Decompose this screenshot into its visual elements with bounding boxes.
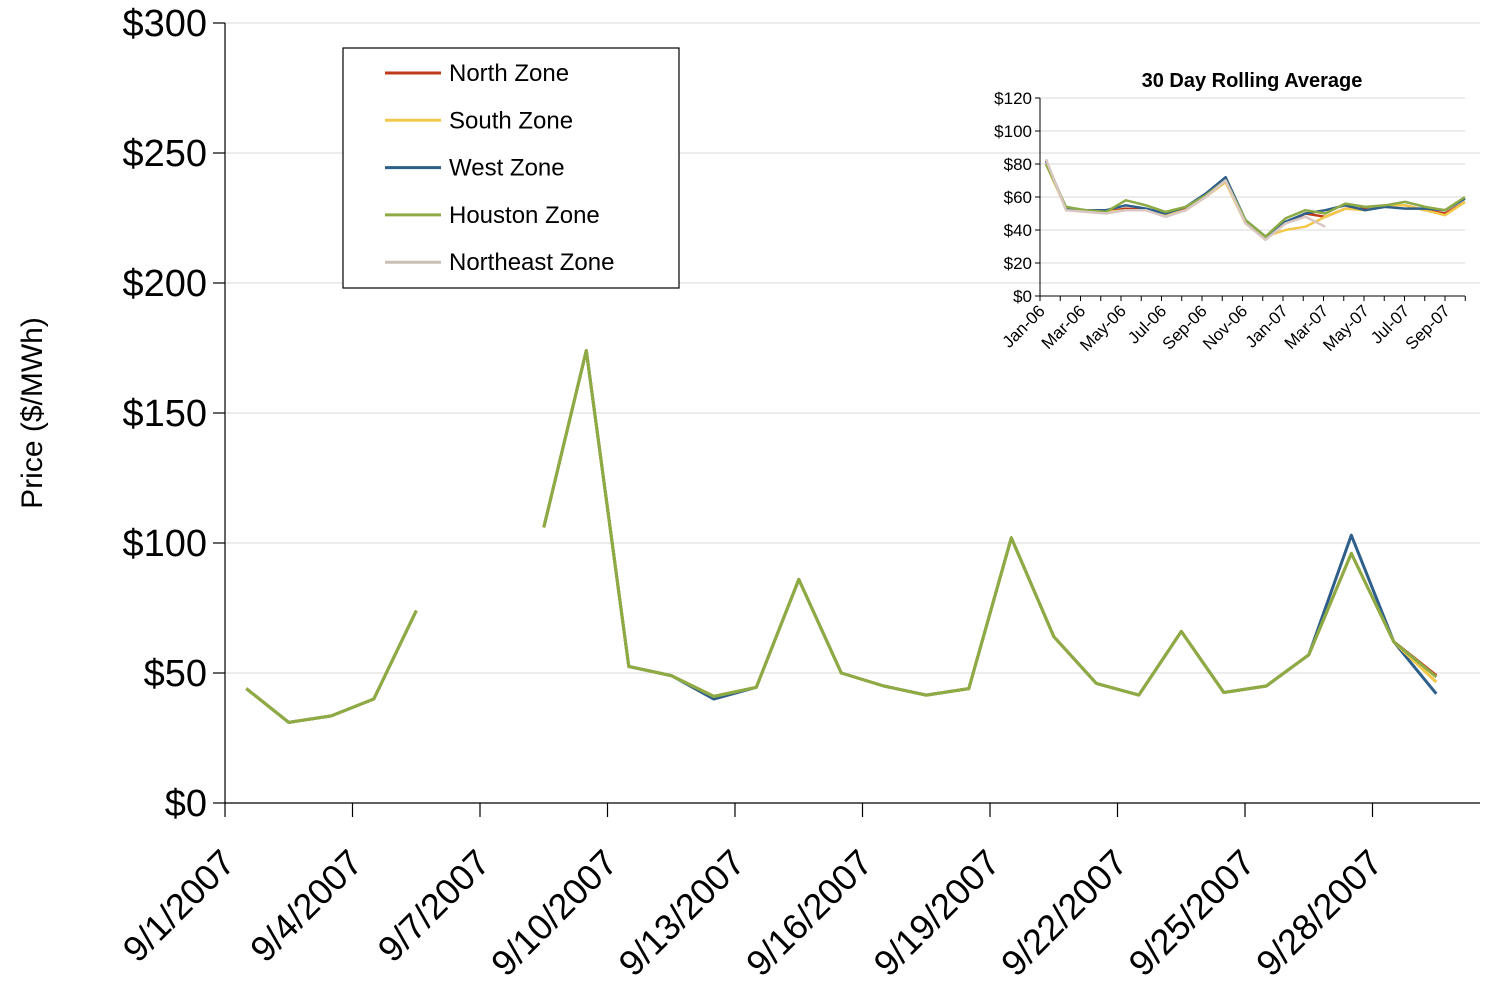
inset-x-tick-label: Sep-07 xyxy=(1402,301,1454,353)
inset-x-tick-label: May-06 xyxy=(1076,301,1130,355)
main-x-axis: 9/1/2007 9/4/2007 9/7/20079/10/20079/13/20… xyxy=(115,803,1390,984)
y-tick-label: $0 xyxy=(165,783,207,825)
y-axis-label: Price ($/MWh) xyxy=(16,317,49,509)
inset-y-axis: $0 $20 $40 $60 $80 $100 $120 xyxy=(994,89,1040,306)
inset-x-axis: Jan-06Mar-06May-06Jul-06Sep-06Nov-06Jan-… xyxy=(999,296,1466,355)
main-y-axis: $0 $50 $100 $150 $200 $250 $300 xyxy=(122,3,225,825)
inset-chart: 30 Day Rolling Average $0 $20 $40 $60 $80 $10… xyxy=(994,70,1466,355)
inset-x-tick-label: Nov-06 xyxy=(1199,301,1251,353)
series-line-northeast-zone xyxy=(245,349,1438,724)
inset-series-line-north-zone xyxy=(1044,160,1466,238)
legend-label-west-zone: West Zone xyxy=(449,155,565,182)
inset-y-tick-label: $40 xyxy=(1004,221,1032,240)
x-tick-label: 9/4/2007 xyxy=(242,842,370,970)
inset-series-line-northeast-zone xyxy=(1044,158,1326,242)
x-tick-label: 9/1/2007 xyxy=(115,842,243,970)
x-tick-label: 9/10/2007 xyxy=(483,842,625,984)
x-tick-label: 9/28/2007 xyxy=(1248,842,1390,984)
x-tick-label: 9/16/2007 xyxy=(738,842,880,984)
x-tick-label: 9/7/2007 xyxy=(370,842,498,970)
y-tick-label: $50 xyxy=(144,653,207,695)
main-axes xyxy=(224,23,1480,804)
inset-y-tick-label: $120 xyxy=(994,89,1032,108)
y-tick-label: $150 xyxy=(122,393,207,435)
x-tick-label: 9/22/2007 xyxy=(993,842,1135,984)
series-line-houston-zone xyxy=(245,349,1438,724)
legend-label-houston-zone: Houston Zone xyxy=(449,202,600,229)
inset-x-tick-label: Sep-06 xyxy=(1159,301,1211,353)
legend-label-northeast-zone: Northeast Zone xyxy=(449,249,614,276)
y-tick-label: $200 xyxy=(122,263,207,305)
y-tick-label: $250 xyxy=(122,133,207,175)
x-tick-label: 9/25/2007 xyxy=(1120,842,1262,984)
inset-series-line-houston-zone xyxy=(1044,163,1466,238)
legend-label-north-zone: North Zone xyxy=(449,60,569,87)
inset-series xyxy=(1044,158,1466,242)
x-tick-label: 9/19/2007 xyxy=(865,842,1007,984)
inset-y-tick-label: $100 xyxy=(994,122,1032,141)
inset-y-tick-label: $20 xyxy=(1004,254,1032,273)
legend: North Zone South Zone West Zone Houston Zon… xyxy=(342,47,680,289)
inset-x-tick-label: May-07 xyxy=(1319,301,1373,355)
inset-y-tick-label: $80 xyxy=(1004,155,1032,174)
inset-title: 30 Day Rolling Average xyxy=(1142,70,1363,92)
y-tick-label: $300 xyxy=(122,3,207,45)
series-line-west-zone xyxy=(245,349,1438,724)
main-series xyxy=(245,349,1438,724)
series-line-north-zone xyxy=(245,349,1438,724)
y-tick-label: $100 xyxy=(122,523,207,565)
x-tick-label: 9/13/2007 xyxy=(610,842,752,984)
inset-gridlines xyxy=(1040,97,1465,264)
inset-series-line-west-zone xyxy=(1044,160,1466,238)
inset-axes xyxy=(1039,98,1465,297)
inset-y-tick-label: $0 xyxy=(1013,287,1032,306)
inset-y-tick-label: $60 xyxy=(1004,188,1032,207)
legend-label-south-zone: South Zone xyxy=(449,107,573,134)
inset-series-line-south-zone xyxy=(1044,163,1466,238)
series-line-south-zone xyxy=(245,349,1438,724)
